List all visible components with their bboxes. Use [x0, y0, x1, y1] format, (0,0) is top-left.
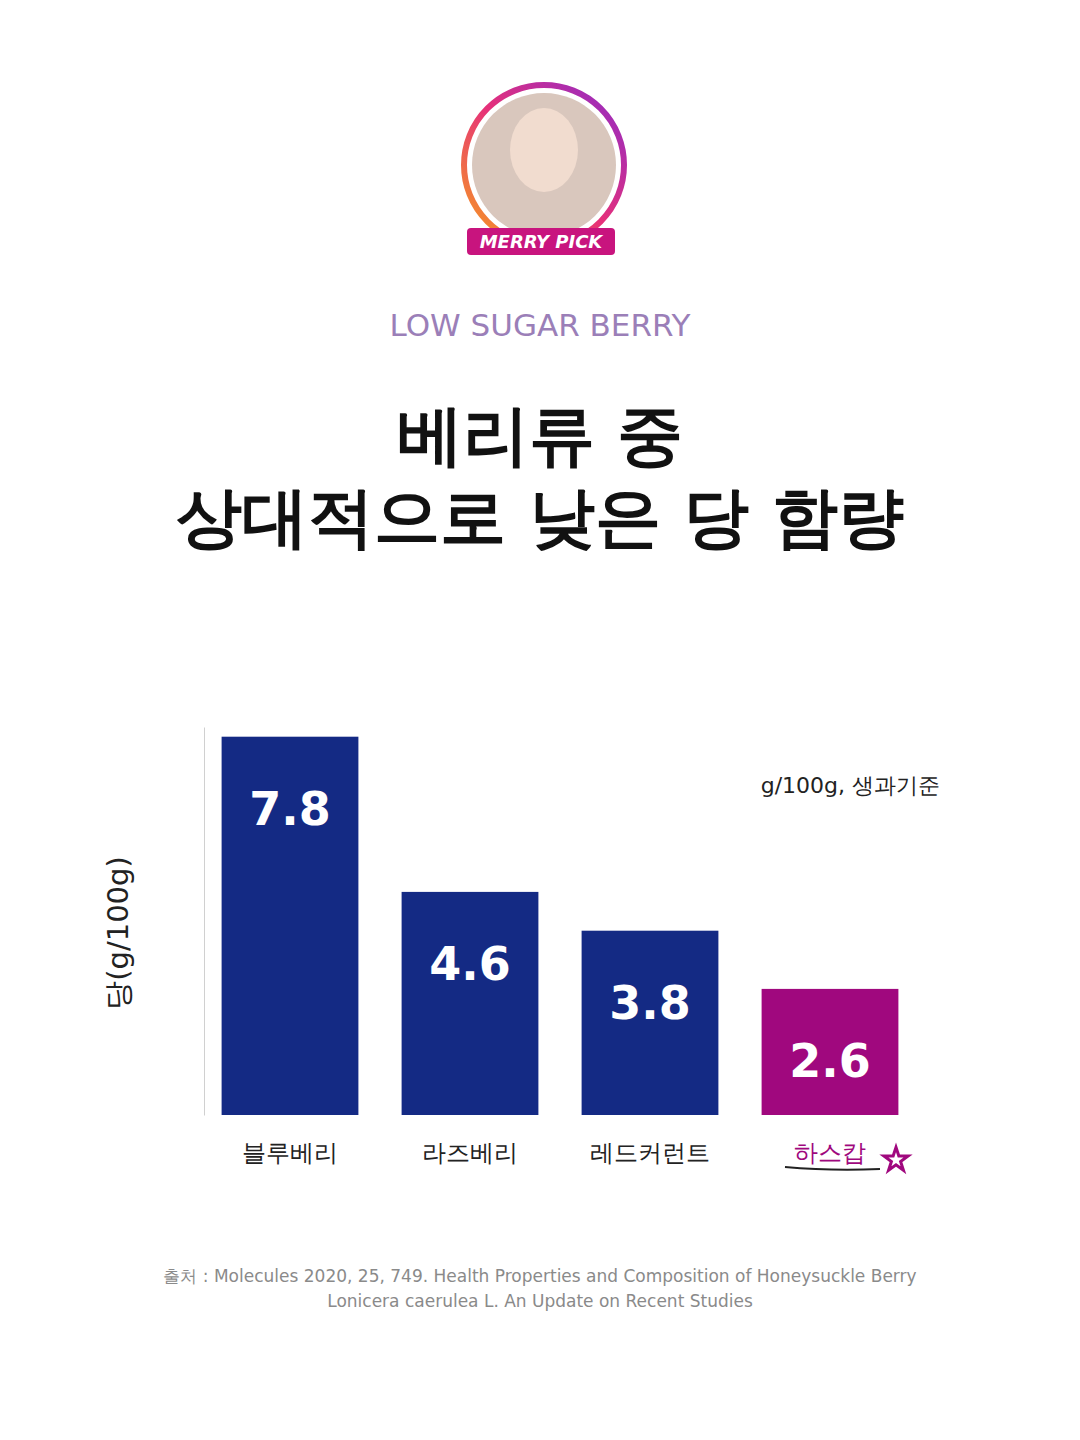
x-tick-label: 블루베리	[242, 1139, 338, 1167]
badge-text: MERRY PICK	[480, 231, 605, 252]
annotation: g/100g, 생과기준	[761, 773, 940, 798]
avatar: MERRY PICK	[464, 85, 624, 255]
bar	[762, 989, 899, 1115]
x-tick: 라즈베리	[422, 1115, 518, 1167]
avatar-photo	[472, 93, 616, 237]
x-tick-label: 라즈베리	[422, 1139, 518, 1167]
bar	[582, 931, 719, 1115]
avatar-ring	[464, 85, 624, 245]
data-label: 3.8	[609, 976, 691, 1030]
title: 베리류 중	[397, 397, 684, 474]
title: 상대적으로 낮은 당 함량	[176, 479, 905, 556]
avatar-face	[510, 108, 578, 192]
x-tick: 블루베리	[242, 1115, 338, 1167]
y-axis-title: 당(g/100g)	[101, 856, 135, 1010]
underline	[785, 1167, 880, 1170]
canvas: MERRY PICK LOW SUGAR BERRY 베리류 중상대적으로 낮은 당…	[0, 0, 1080, 1440]
bar	[402, 892, 539, 1115]
bar	[222, 737, 359, 1115]
x-tick: 하스캅	[794, 1115, 866, 1167]
x-tick-label: 하스캅	[794, 1139, 866, 1167]
data-labels: 7.8 4.6 3.8 2.6	[249, 782, 871, 1088]
x-tick: 레드커런트	[590, 1115, 710, 1167]
y-axis	[204, 728, 205, 1116]
data-label: 4.6	[429, 937, 511, 991]
x-axis: 블루베리 라즈베리 레드커런트 하스캅	[242, 1115, 866, 1167]
eyebrow: LOW SUGAR BERRY	[390, 307, 691, 343]
source: Lonicera caerulea L. An Update on Recent…	[327, 1291, 753, 1311]
data-label: 7.8	[249, 782, 331, 836]
badge	[467, 228, 615, 255]
star	[884, 1147, 908, 1170]
data-label: 2.6	[789, 1034, 871, 1088]
y-axis-line	[204, 728, 205, 1116]
x-tick-label: 레드커런트	[590, 1139, 710, 1167]
source: 출처 : Molecules 2020, 25, 749. Health Pro…	[163, 1266, 916, 1286]
